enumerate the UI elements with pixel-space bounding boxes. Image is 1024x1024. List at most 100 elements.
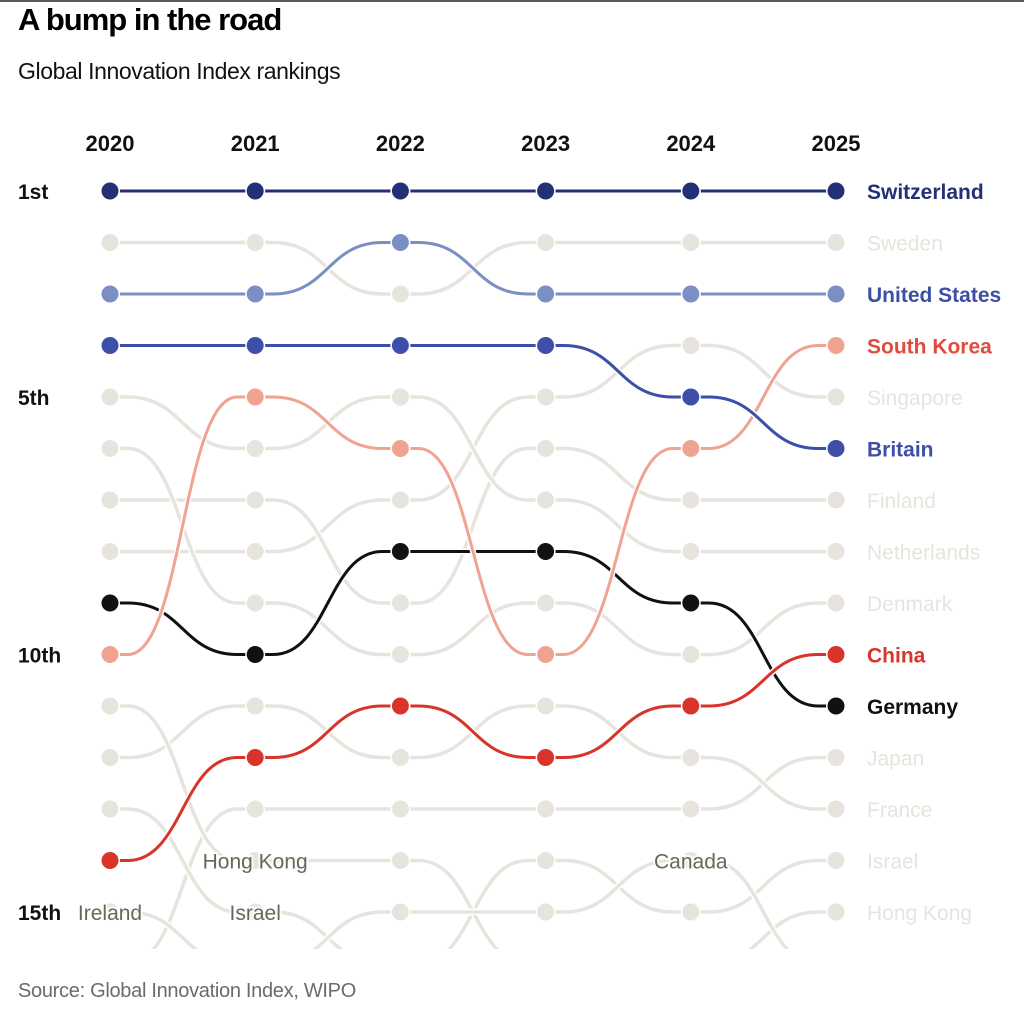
dot-sweden-2025 (827, 234, 845, 251)
dot-united-states-2023 (537, 285, 555, 303)
annotation-halo-hong-kong: Hong Kong (203, 851, 308, 874)
annotation-canada: Canada (654, 851, 728, 874)
end-label-netherlands: Netherlands (867, 542, 980, 565)
dot-south-korea-2023 (537, 646, 555, 663)
rank-axis: 1st 5th 10th 15th (18, 181, 61, 925)
end-label-finland: Finland (867, 490, 936, 513)
line-britain (110, 343, 836, 450)
dot-netherlands-2023 (537, 491, 555, 509)
line-denmark (110, 446, 836, 657)
dot-britain-2021 (246, 337, 264, 354)
annotation-hong-kong: Hong Kong (203, 851, 308, 874)
dot-singapore-2022 (391, 491, 409, 509)
dot-netherlands-2024 (682, 543, 700, 560)
line-netherlands (110, 395, 836, 554)
dot-china-2025 (827, 646, 845, 663)
dot-israel-2025 (827, 852, 845, 869)
end-label-switzerland: Switzerland (867, 181, 984, 204)
dot-netherlands-2021 (246, 440, 264, 457)
year-label-2025: 2025 (812, 131, 861, 156)
dot-switzerland-2025 (827, 182, 845, 200)
end-label-united-states: United States (867, 284, 1001, 307)
dot-china-2023 (537, 749, 555, 766)
dot-germany-2022 (391, 543, 409, 560)
dot-britain-2023 (537, 337, 555, 354)
dot-denmark-2024 (682, 646, 700, 663)
dot-sweden-2024 (682, 234, 700, 251)
line-halo-britain (107, 342, 839, 452)
dot-denmark-2025 (827, 594, 845, 612)
chart-title: A bump in the road (18, 2, 282, 37)
line-finland (110, 446, 836, 605)
dot-china-2021 (246, 749, 264, 766)
dot-germany-2024 (682, 594, 700, 612)
dot-israel-2020 (101, 800, 119, 818)
dot-japan-2022 (391, 800, 409, 818)
dot-canada-2022 (391, 903, 409, 921)
line-halo-hong-kong (106, 702, 840, 949)
highlight-dots (100, 181, 846, 871)
end-labels: Switzerland Sweden United States South Kore… (867, 181, 1001, 925)
dot-japan-2021 (246, 800, 264, 818)
dot-france-2022 (391, 749, 409, 766)
year-label-2024: 2024 (666, 131, 716, 156)
dot-netherlands-2020 (101, 388, 119, 406)
dot-finland-2021 (246, 491, 264, 509)
dot-singapore-2025 (827, 388, 845, 406)
dot-switzerland-2022 (391, 182, 409, 200)
dot-germany-2023 (537, 543, 555, 560)
line-south-korea (110, 344, 836, 656)
dot-finland-2022 (391, 594, 409, 612)
dot-japan-2024 (682, 800, 700, 818)
dot-netherlands-2025 (827, 543, 845, 560)
end-label-denmark: Denmark (867, 593, 953, 616)
annotation-halo-canada: Canada (654, 851, 728, 874)
line-united-states (110, 241, 836, 296)
background-dots (100, 232, 846, 922)
year-axis: 2020 2021 2022 2023 2024 2025 (86, 131, 861, 156)
dot-china-2024 (682, 697, 700, 715)
dot-finland-2020 (101, 491, 119, 509)
annotation-halo-israel: Israel (230, 902, 281, 925)
dot-singapore-2024 (682, 337, 700, 354)
dot-switzerland-2021 (246, 182, 264, 200)
dot-singapore-2021 (246, 543, 264, 560)
end-label-japan: Japan (867, 748, 924, 771)
dot-switzerland-2024 (682, 182, 700, 200)
end-label-south-korea: South Korea (867, 336, 992, 359)
dot-singapore-2023 (537, 388, 555, 406)
year-label-2020: 2020 (86, 131, 135, 156)
line-china (110, 653, 836, 862)
dot-sweden-2023 (537, 234, 555, 251)
dot-france-2021 (246, 697, 264, 715)
dot-switzerland-2020 (101, 182, 119, 200)
year-label-2022: 2022 (376, 131, 425, 156)
end-label-france: France (867, 799, 932, 822)
dot-switzerland-2023 (537, 182, 555, 200)
line-sweden (110, 240, 836, 296)
dot-sweden-2020 (101, 234, 119, 251)
dot-britain-2024 (682, 388, 700, 406)
dot-canada-2024 (682, 852, 700, 869)
end-label-britain: Britain (867, 439, 934, 462)
dot-britain-2022 (391, 337, 409, 354)
dot-sweden-2021 (246, 234, 264, 251)
annotation-israel: Israel (230, 902, 281, 925)
dot-denmark-2021 (246, 594, 264, 612)
dot-united-states-2022 (391, 234, 409, 251)
end-label-china: China (867, 645, 926, 668)
end-label-germany: Germany (867, 696, 958, 719)
line-hong-kong (110, 704, 836, 949)
annotation-halo-ireland: Ireland (78, 902, 142, 925)
dot-france-2024 (682, 749, 700, 766)
line-singapore (110, 343, 836, 554)
dot-germany-2020 (101, 594, 119, 612)
dot-japan-2023 (537, 800, 555, 818)
dot-south-korea-2020 (101, 646, 119, 663)
dot-canada-2023 (537, 903, 555, 921)
dot-israel-2024 (682, 903, 700, 921)
dot-germany-2025 (827, 697, 845, 715)
dot-south-korea-2021 (246, 388, 264, 406)
dot-denmark-2020 (101, 440, 119, 457)
